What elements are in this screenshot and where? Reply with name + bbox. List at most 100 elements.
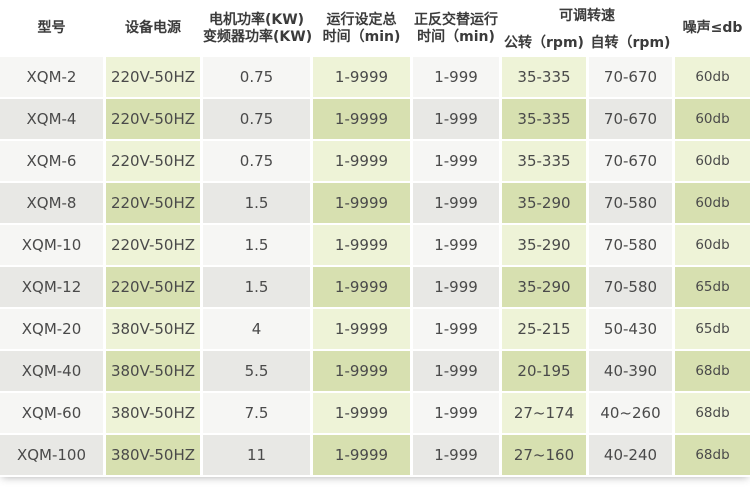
table-cell: 1.5 (203, 267, 310, 307)
table-cell: 220V-50HZ (106, 99, 200, 139)
table-cell: 1-999 (413, 57, 499, 97)
table-cell: 35-335 (502, 57, 586, 97)
table-row: XQM-6 220V-50HZ 0.75 1-9999 1-999 35-335 70-67… (0, 141, 750, 181)
table-cell: 40-390 (589, 351, 672, 391)
table-cell: 25-215 (502, 309, 586, 349)
table-row: XQM-10 220V-50HZ 1.5 1-9999 1-999 35-290 70-58… (0, 225, 750, 265)
table-cell: 68db (675, 393, 750, 433)
table-cell: 380V-50HZ (106, 351, 200, 391)
table-cell: 1-9999 (313, 435, 410, 475)
table-cell: 50-430 (589, 309, 672, 349)
header-run-total-time: 运行设定总 时间（min) (313, 2, 410, 55)
table-cell: 7.5 (203, 393, 310, 433)
table-cell: 60db (675, 183, 750, 223)
table-cell: 35-335 (502, 99, 586, 139)
table-cell: 35-290 (502, 225, 586, 265)
table-cell: 220V-50HZ (106, 267, 200, 307)
table-cell: XQM-12 (0, 267, 103, 307)
table-cell: 35-290 (502, 267, 586, 307)
table-cell: 60db (675, 57, 750, 97)
header-speed-rotation: 自转（rpm) (589, 32, 672, 55)
table-cell: 220V-50HZ (106, 225, 200, 265)
table-cell: 1.5 (203, 225, 310, 265)
table-cell: 35-335 (502, 141, 586, 181)
table-cell: XQM-10 (0, 225, 103, 265)
table-cell: 5.5 (203, 351, 310, 391)
table-cell: 4 (203, 309, 310, 349)
table-cell: 1-9999 (313, 183, 410, 223)
table-cell: 60db (675, 99, 750, 139)
table-row: XQM-100 380V-50HZ 11 1-9999 1-999 27~160 40-24… (0, 435, 750, 475)
table-row: XQM-60 380V-50HZ 7.5 1-9999 1-999 27~174 40~26… (0, 393, 750, 433)
table-row: XQM-8 220V-50HZ 1.5 1-9999 1-999 35-290 70-580… (0, 183, 750, 223)
table-cell: 1-999 (413, 393, 499, 433)
table-cell: 220V-50HZ (106, 141, 200, 181)
header-inverter-power-line2: 变频器功率(KW) (203, 28, 313, 45)
table-cell: 220V-50HZ (106, 57, 200, 97)
table-cell: 60db (675, 141, 750, 181)
table-cell: 35-290 (502, 183, 586, 223)
table-cell: 70-670 (589, 57, 672, 97)
table-cell: 27~174 (502, 393, 586, 433)
header-run-total-line1: 运行设定总 (326, 11, 397, 28)
table-cell: 220V-50HZ (106, 183, 200, 223)
header-run-total-line2: 时间（min) (322, 28, 401, 45)
table-cell: XQM-100 (0, 435, 103, 475)
table-cell: XQM-60 (0, 393, 103, 433)
table-row: XQM-20 380V-50HZ 4 1-9999 1-999 25-215 50-430 6… (0, 309, 750, 349)
table-cell: 1-9999 (313, 351, 410, 391)
table-cell: 1-999 (413, 183, 499, 223)
header-adjustable-speed-group: 可调转速 (502, 2, 672, 30)
table-cell: 40~260 (589, 393, 672, 433)
table-cell: XQM-40 (0, 351, 103, 391)
table-row: XQM-12 220V-50HZ 1.5 1-9999 1-999 35-290 70-58… (0, 267, 750, 307)
header-alt-run-line1: 正反交替运行 (414, 11, 498, 28)
header-speed-revolution: 公转（rpm) (502, 32, 586, 55)
table-cell: 65db (675, 267, 750, 307)
table-cell: 1-999 (413, 435, 499, 475)
table-row: XQM-2 220V-50HZ 0.75 1-9999 1-999 35-335 70-67… (0, 57, 750, 97)
table-cell: XQM-8 (0, 183, 103, 223)
table-cell: 1-9999 (313, 267, 410, 307)
table-cell: 11 (203, 435, 310, 475)
table-cell: 1-999 (413, 351, 499, 391)
table-cell: 1-9999 (313, 141, 410, 181)
table-cell: 27~160 (502, 435, 586, 475)
table-cell: 68db (675, 351, 750, 391)
table-cell: 380V-50HZ (106, 393, 200, 433)
header-power-supply: 设备电源 (106, 2, 200, 55)
table-cell: 0.75 (203, 57, 310, 97)
table-cell: 0.75 (203, 99, 310, 139)
table-cell: XQM-4 (0, 99, 103, 139)
header-alt-run-line2: 时间（min) (417, 28, 495, 45)
table-cell: 70-580 (589, 267, 672, 307)
table-cell: 1-999 (413, 99, 499, 139)
table-cell: 1-9999 (313, 225, 410, 265)
table-cell: 1-999 (413, 141, 499, 181)
table-cell: 1-9999 (313, 309, 410, 349)
spec-table-header: 型号 设备电源 电机功率(KW) 变频器功率(KW) 运行设定总 时间（min)… (0, 2, 750, 55)
table-cell: 70-580 (589, 225, 672, 265)
spec-table: 型号 设备电源 电机功率(KW) 变频器功率(KW) 运行设定总 时间（min)… (0, 2, 750, 475)
header-motor-power-line1: 电机功率(KW) (208, 11, 305, 28)
spec-table-body: XQM-2 220V-50HZ 0.75 1-9999 1-999 35-335 70-67… (0, 57, 750, 475)
table-cell: 68db (675, 435, 750, 475)
table-cell: 1-9999 (313, 99, 410, 139)
table-cell: 1.5 (203, 183, 310, 223)
table-cell: XQM-6 (0, 141, 103, 181)
table-cell: XQM-20 (0, 309, 103, 349)
table-cell: 40-240 (589, 435, 672, 475)
table-cell: 380V-50HZ (106, 435, 200, 475)
table-cell: 1-9999 (313, 393, 410, 433)
table-cell: 65db (675, 309, 750, 349)
table-cell: 70-670 (589, 141, 672, 181)
table-cell: 60db (675, 225, 750, 265)
table-cell: 1-999 (413, 225, 499, 265)
header-alternate-run-time: 正反交替运行 时间（min) (413, 2, 499, 55)
table-cell: 0.75 (203, 141, 310, 181)
table-cell: 70-580 (589, 183, 672, 223)
table-cell: 20-195 (502, 351, 586, 391)
table-cell: 1-9999 (313, 57, 410, 97)
header-motor-power: 电机功率(KW) 变频器功率(KW) (203, 2, 313, 55)
table-cell: 1-999 (413, 267, 499, 307)
